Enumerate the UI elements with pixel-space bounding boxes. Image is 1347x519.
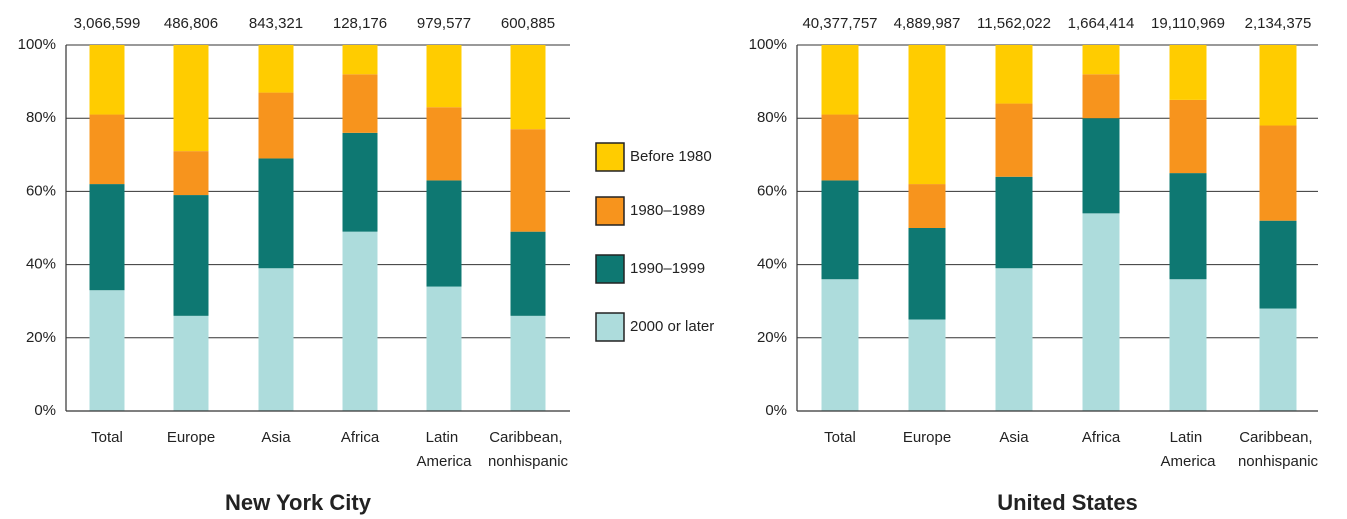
x-tick-label: Caribbean, nonhispanic [1238,429,1319,470]
bar-segment [258,92,294,159]
chart-title: New York City [225,490,372,515]
bar-segment [426,286,462,411]
bar-segment [1169,279,1207,411]
bar-segment [510,129,546,232]
bar-segment [1082,213,1120,411]
bar-segment [821,114,859,181]
bar-segment [1169,173,1207,280]
x-tick-label: Africa [1082,429,1121,446]
bar-segment [821,45,859,115]
total-label: 486,806 [164,15,218,32]
total-label: 19,110,969 [1151,15,1225,32]
bar-segment [342,74,378,133]
y-tick-label: 80% [757,109,787,126]
bar-segment [908,184,946,228]
bar-segment [426,180,462,287]
bar-segment [342,132,378,232]
y-tick-label: 40% [26,256,56,273]
x-tick-label: Europe [167,429,215,446]
legend-label: 1990–1999 [630,260,705,277]
bar-segment [821,279,859,411]
legend-swatch [595,196,625,226]
total-label: 128,176 [333,15,387,32]
bar-segment [89,290,125,411]
legend-swatch [595,312,625,342]
bar-segment [995,268,1033,411]
x-tick-label: Latin America [1160,429,1216,470]
bar-segment [89,114,125,185]
bar-segment [1169,45,1207,100]
bar-segment [510,45,546,130]
bar-segment [995,103,1033,177]
bar-segment [173,45,209,152]
total-label: 4,889,987 [894,15,961,32]
bar-segment [1259,308,1297,411]
bar-segment [510,231,546,316]
y-tick-label: 0% [34,402,56,419]
bar-segment [908,319,946,411]
total-label: 600,885 [501,15,555,32]
bar-segment [426,45,462,108]
legend-label: 2000 or later [630,318,714,335]
legend-swatch [595,142,625,172]
bar-segment [1082,45,1120,75]
y-tick-label: 80% [26,109,56,126]
bar-segment [1082,74,1120,119]
total-label: 843,321 [249,15,303,32]
bar-segment [173,315,209,411]
bar-segment [89,184,125,291]
bar-segment [821,180,859,280]
y-tick-label: 60% [757,182,787,199]
bar-segment [173,195,209,316]
bar-segment [173,151,209,196]
total-label: 11,562,022 [977,15,1051,32]
y-tick-label: 60% [26,182,56,199]
chart-title: United States [997,490,1138,515]
bar-segment [258,45,294,93]
bar-segment [1169,99,1207,174]
bar-segment [1082,118,1120,214]
total-label: 2,134,375 [1245,15,1312,32]
total-label: 979,577 [417,15,471,32]
total-label: 3,066,599 [74,15,141,32]
y-tick-label: 20% [757,329,787,346]
y-tick-label: 0% [765,402,787,419]
x-tick-label: Asia [261,429,291,446]
x-tick-label: Latin America [416,429,472,470]
bar-segment [1259,45,1297,126]
bar-segment [258,268,294,411]
bar-segment [342,231,378,411]
bar-segment [995,45,1033,104]
y-tick-label: 100% [749,36,787,53]
bar-segment [89,45,125,115]
x-tick-label: Total [824,429,856,446]
bar-segment [1259,125,1297,221]
x-tick-label: Caribbean, nonhispanic [488,429,569,470]
legend-swatch [595,254,625,284]
bar-segment [908,45,946,185]
bar-segment [510,315,546,411]
bar-segment [995,176,1033,269]
bar-segment [1259,220,1297,309]
x-tick-label: Total [91,429,123,446]
bar-segment [908,228,946,320]
y-tick-label: 40% [757,256,787,273]
x-tick-label: Asia [999,429,1029,446]
x-tick-label: Europe [903,429,951,446]
y-tick-label: 100% [18,36,56,53]
total-label: 40,377,757 [802,15,877,32]
legend-label: Before 1980 [630,148,712,165]
total-label: 1,664,414 [1068,15,1135,32]
bar-segment [258,158,294,269]
x-tick-label: Africa [341,429,380,446]
y-tick-label: 20% [26,329,56,346]
bar-segment [426,107,462,181]
bar-segment [342,45,378,75]
legend-label: 1980–1989 [630,202,705,219]
